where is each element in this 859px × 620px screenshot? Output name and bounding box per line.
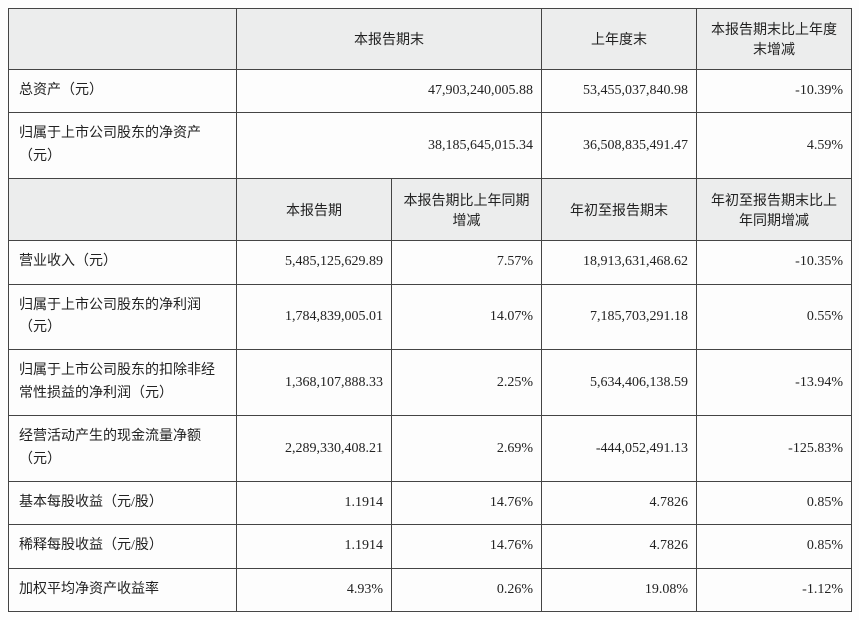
cell-value: 1.1914 xyxy=(237,481,392,524)
row-label: 总资产（元） xyxy=(9,70,237,113)
cell-value: 4.7826 xyxy=(542,481,697,524)
row-label: 归属于上市公司股东的净资产（元） xyxy=(9,113,237,179)
cell-value: 18,913,631,468.62 xyxy=(542,241,697,284)
table-row: 营业收入（元） 5,485,125,629.89 7.57% 18,913,63… xyxy=(9,241,852,284)
row-label: 营业收入（元） xyxy=(9,241,237,284)
cell-value: 4.59% xyxy=(697,113,852,179)
cell-value: -10.39% xyxy=(697,70,852,113)
cell-value: 0.26% xyxy=(392,568,542,611)
header-blank-1 xyxy=(9,9,237,70)
cell-value: 38,185,645,015.34 xyxy=(237,113,542,179)
cell-value: 2,289,330,408.21 xyxy=(237,416,392,482)
cell-value: 19.08% xyxy=(542,568,697,611)
cell-value: 0.85% xyxy=(697,481,852,524)
header-prior-year-end: 上年度末 xyxy=(542,9,697,70)
table-row: 总资产（元） 47,903,240,005.88 53,455,037,840.… xyxy=(9,70,852,113)
cell-value: 7.57% xyxy=(392,241,542,284)
cell-value: 53,455,037,840.98 xyxy=(542,70,697,113)
row-label: 基本每股收益（元/股） xyxy=(9,481,237,524)
header-row-2: 本报告期 本报告期比上年同期增减 年初至报告期末 年初至报告期末比上年同期增减 xyxy=(9,179,852,241)
header-blank-2 xyxy=(9,179,237,241)
header-change-vs-prior: 本报告期末比上年度末增减 xyxy=(697,9,852,70)
cell-value: 2.69% xyxy=(392,416,542,482)
cell-value: 2.25% xyxy=(392,350,542,416)
cell-value: 1.1914 xyxy=(237,525,392,568)
header-this-period-change: 本报告期比上年同期增减 xyxy=(392,179,542,241)
row-label: 加权平均净资产收益率 xyxy=(9,568,237,611)
header-current-period-end: 本报告期末 xyxy=(237,9,542,70)
cell-value: 5,485,125,629.89 xyxy=(237,241,392,284)
cell-value: -13.94% xyxy=(697,350,852,416)
cell-value: 7,185,703,291.18 xyxy=(542,284,697,350)
row-label: 归属于上市公司股东的扣除非经常性损益的净利润（元） xyxy=(9,350,237,416)
table-row: 基本每股收益（元/股） 1.1914 14.76% 4.7826 0.85% xyxy=(9,481,852,524)
header-ytd: 年初至报告期末 xyxy=(542,179,697,241)
cell-value: 1,368,107,888.33 xyxy=(237,350,392,416)
cell-value: 14.76% xyxy=(392,525,542,568)
table-row: 加权平均净资产收益率 4.93% 0.26% 19.08% -1.12% xyxy=(9,568,852,611)
cell-value: -444,052,491.13 xyxy=(542,416,697,482)
row-label: 归属于上市公司股东的净利润（元） xyxy=(9,284,237,350)
cell-value: 4.93% xyxy=(237,568,392,611)
financial-table: 本报告期末 上年度末 本报告期末比上年度末增减 总资产（元） 47,903,24… xyxy=(8,8,852,612)
header-row-1: 本报告期末 上年度末 本报告期末比上年度末增减 xyxy=(9,9,852,70)
row-label: 稀释每股收益（元/股） xyxy=(9,525,237,568)
header-this-period: 本报告期 xyxy=(237,179,392,241)
cell-value: 36,508,835,491.47 xyxy=(542,113,697,179)
cell-value: 5,634,406,138.59 xyxy=(542,350,697,416)
cell-value: 0.55% xyxy=(697,284,852,350)
table-row: 经营活动产生的现金流量净额（元） 2,289,330,408.21 2.69% … xyxy=(9,416,852,482)
table-row: 稀释每股收益（元/股） 1.1914 14.76% 4.7826 0.85% xyxy=(9,525,852,568)
row-label: 经营活动产生的现金流量净额（元） xyxy=(9,416,237,482)
cell-value: -1.12% xyxy=(697,568,852,611)
table-row: 归属于上市公司股东的净利润（元） 1,784,839,005.01 14.07%… xyxy=(9,284,852,350)
cell-value: -10.35% xyxy=(697,241,852,284)
cell-value: 4.7826 xyxy=(542,525,697,568)
cell-value: 47,903,240,005.88 xyxy=(237,70,542,113)
table-row: 归属于上市公司股东的净资产（元） 38,185,645,015.34 36,50… xyxy=(9,113,852,179)
cell-value: 0.85% xyxy=(697,525,852,568)
cell-value: 1,784,839,005.01 xyxy=(237,284,392,350)
cell-value: 14.07% xyxy=(392,284,542,350)
header-ytd-change: 年初至报告期末比上年同期增减 xyxy=(697,179,852,241)
cell-value: -125.83% xyxy=(697,416,852,482)
table-row: 归属于上市公司股东的扣除非经常性损益的净利润（元） 1,368,107,888.… xyxy=(9,350,852,416)
cell-value: 14.76% xyxy=(392,481,542,524)
